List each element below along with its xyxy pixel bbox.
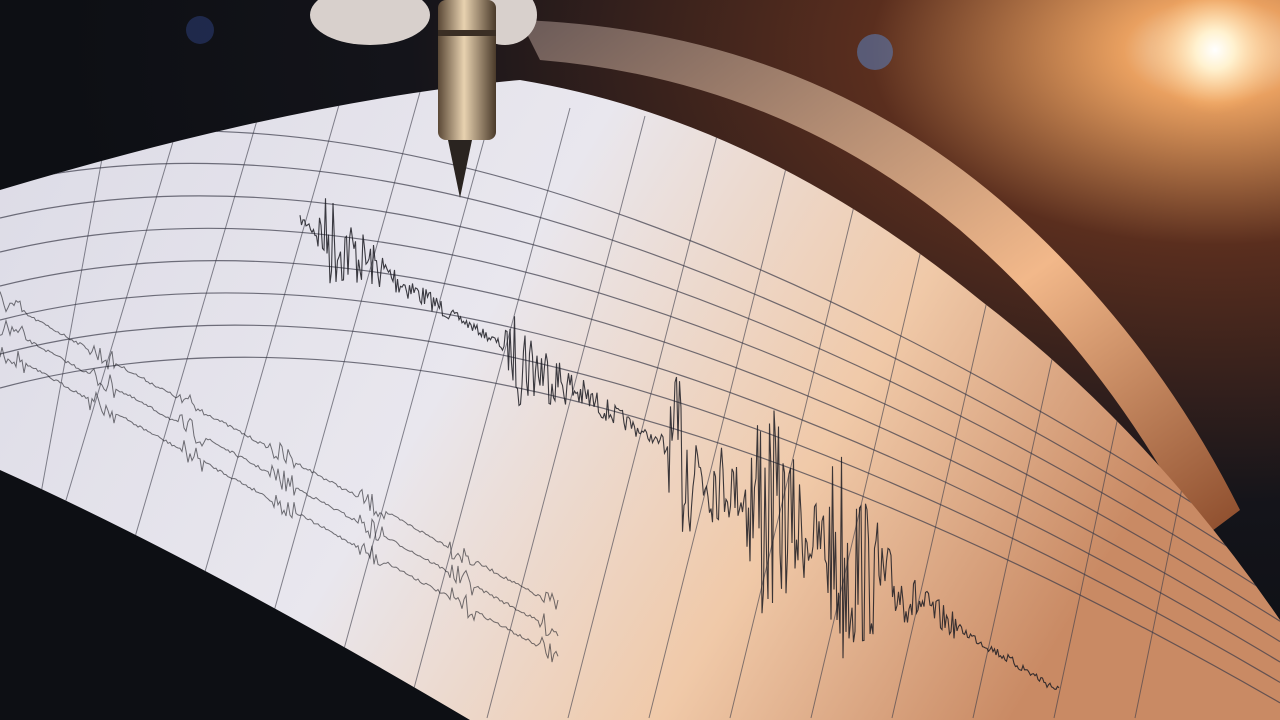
grid-line: [0, 195, 1280, 602]
seismograph-pen-icon: [310, 0, 537, 198]
seismograph-paper: [0, 80, 1280, 720]
grid-line: [648, 131, 796, 719]
grid-line: [0, 324, 1280, 683]
grid-line: [567, 123, 721, 719]
grid-line: [405, 107, 571, 719]
seismic-trace: [0, 198, 1060, 691]
light-glow-icon: [1151, 0, 1279, 114]
seismic-waveform: [299, 198, 1060, 691]
grid-line: [0, 292, 1280, 663]
grid-line: [729, 139, 871, 719]
paper-roll: [520, 20, 1240, 540]
bokeh-light: [186, 16, 214, 44]
minor-trace: [0, 347, 559, 663]
bokeh-light: [857, 34, 893, 70]
grid-line: [324, 99, 496, 719]
minor-trace: [0, 291, 559, 610]
minor-trace: [0, 318, 559, 637]
grid-line: [0, 227, 1280, 622]
grid-line: [0, 162, 1280, 581]
grid-line: [486, 115, 646, 719]
grid-line: [0, 260, 1280, 643]
